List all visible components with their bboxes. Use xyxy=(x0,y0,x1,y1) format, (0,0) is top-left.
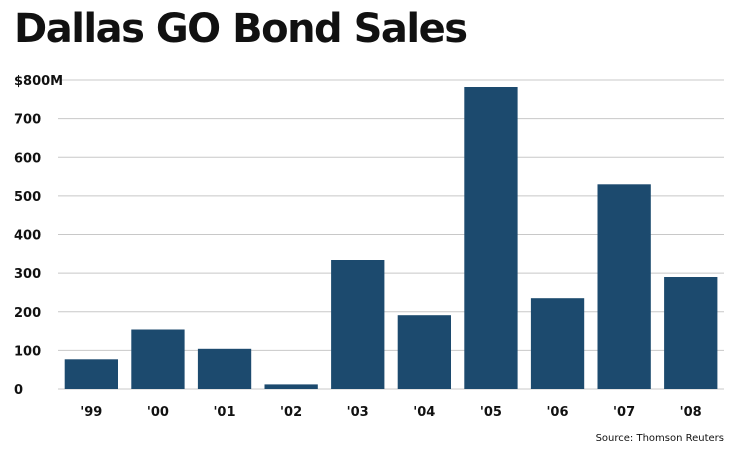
bar xyxy=(664,277,718,389)
y-tick-label: 300 xyxy=(14,267,41,282)
x-tick-label: '02 xyxy=(280,405,302,420)
y-tick-label: 500 xyxy=(14,190,41,205)
bar xyxy=(264,384,318,389)
bar xyxy=(530,298,585,389)
bar xyxy=(331,260,385,389)
y-tick-label: 100 xyxy=(14,344,41,359)
bar xyxy=(464,87,518,389)
bar xyxy=(197,348,252,389)
chart-title: Dallas GO Bond Sales xyxy=(14,6,468,52)
source-note: Source: Thomson Reuters xyxy=(595,433,724,444)
x-tick-label: '08 xyxy=(680,405,702,420)
y-tick-label: 400 xyxy=(14,229,41,244)
y-tick-label: 0 xyxy=(14,383,23,398)
x-axis-ticks: '99 '00 '01 '02 '03 '04 '05 '06 '07 '08 xyxy=(80,405,701,420)
x-tick-label: '99 xyxy=(80,405,102,420)
y-tick-label: 700 xyxy=(14,113,41,128)
x-tick-label: '04 xyxy=(413,405,435,420)
x-tick-label: '01 xyxy=(213,405,235,420)
bars xyxy=(64,87,718,389)
x-tick-label: '06 xyxy=(546,405,568,420)
bar xyxy=(64,359,118,389)
x-tick-label: '07 xyxy=(613,405,635,420)
y-axis-ticks: 0 100 200 300 400 500 600 700 $800M xyxy=(14,74,63,398)
x-tick-label: '05 xyxy=(480,405,502,420)
bar xyxy=(397,315,451,389)
x-tick-label: '03 xyxy=(347,405,369,420)
x-tick-label: '00 xyxy=(147,405,169,420)
bar xyxy=(597,184,651,389)
y-tick-label: $800M xyxy=(14,74,63,89)
bar xyxy=(131,329,185,389)
y-tick-label: 200 xyxy=(14,306,41,321)
y-tick-label: 600 xyxy=(14,151,41,166)
